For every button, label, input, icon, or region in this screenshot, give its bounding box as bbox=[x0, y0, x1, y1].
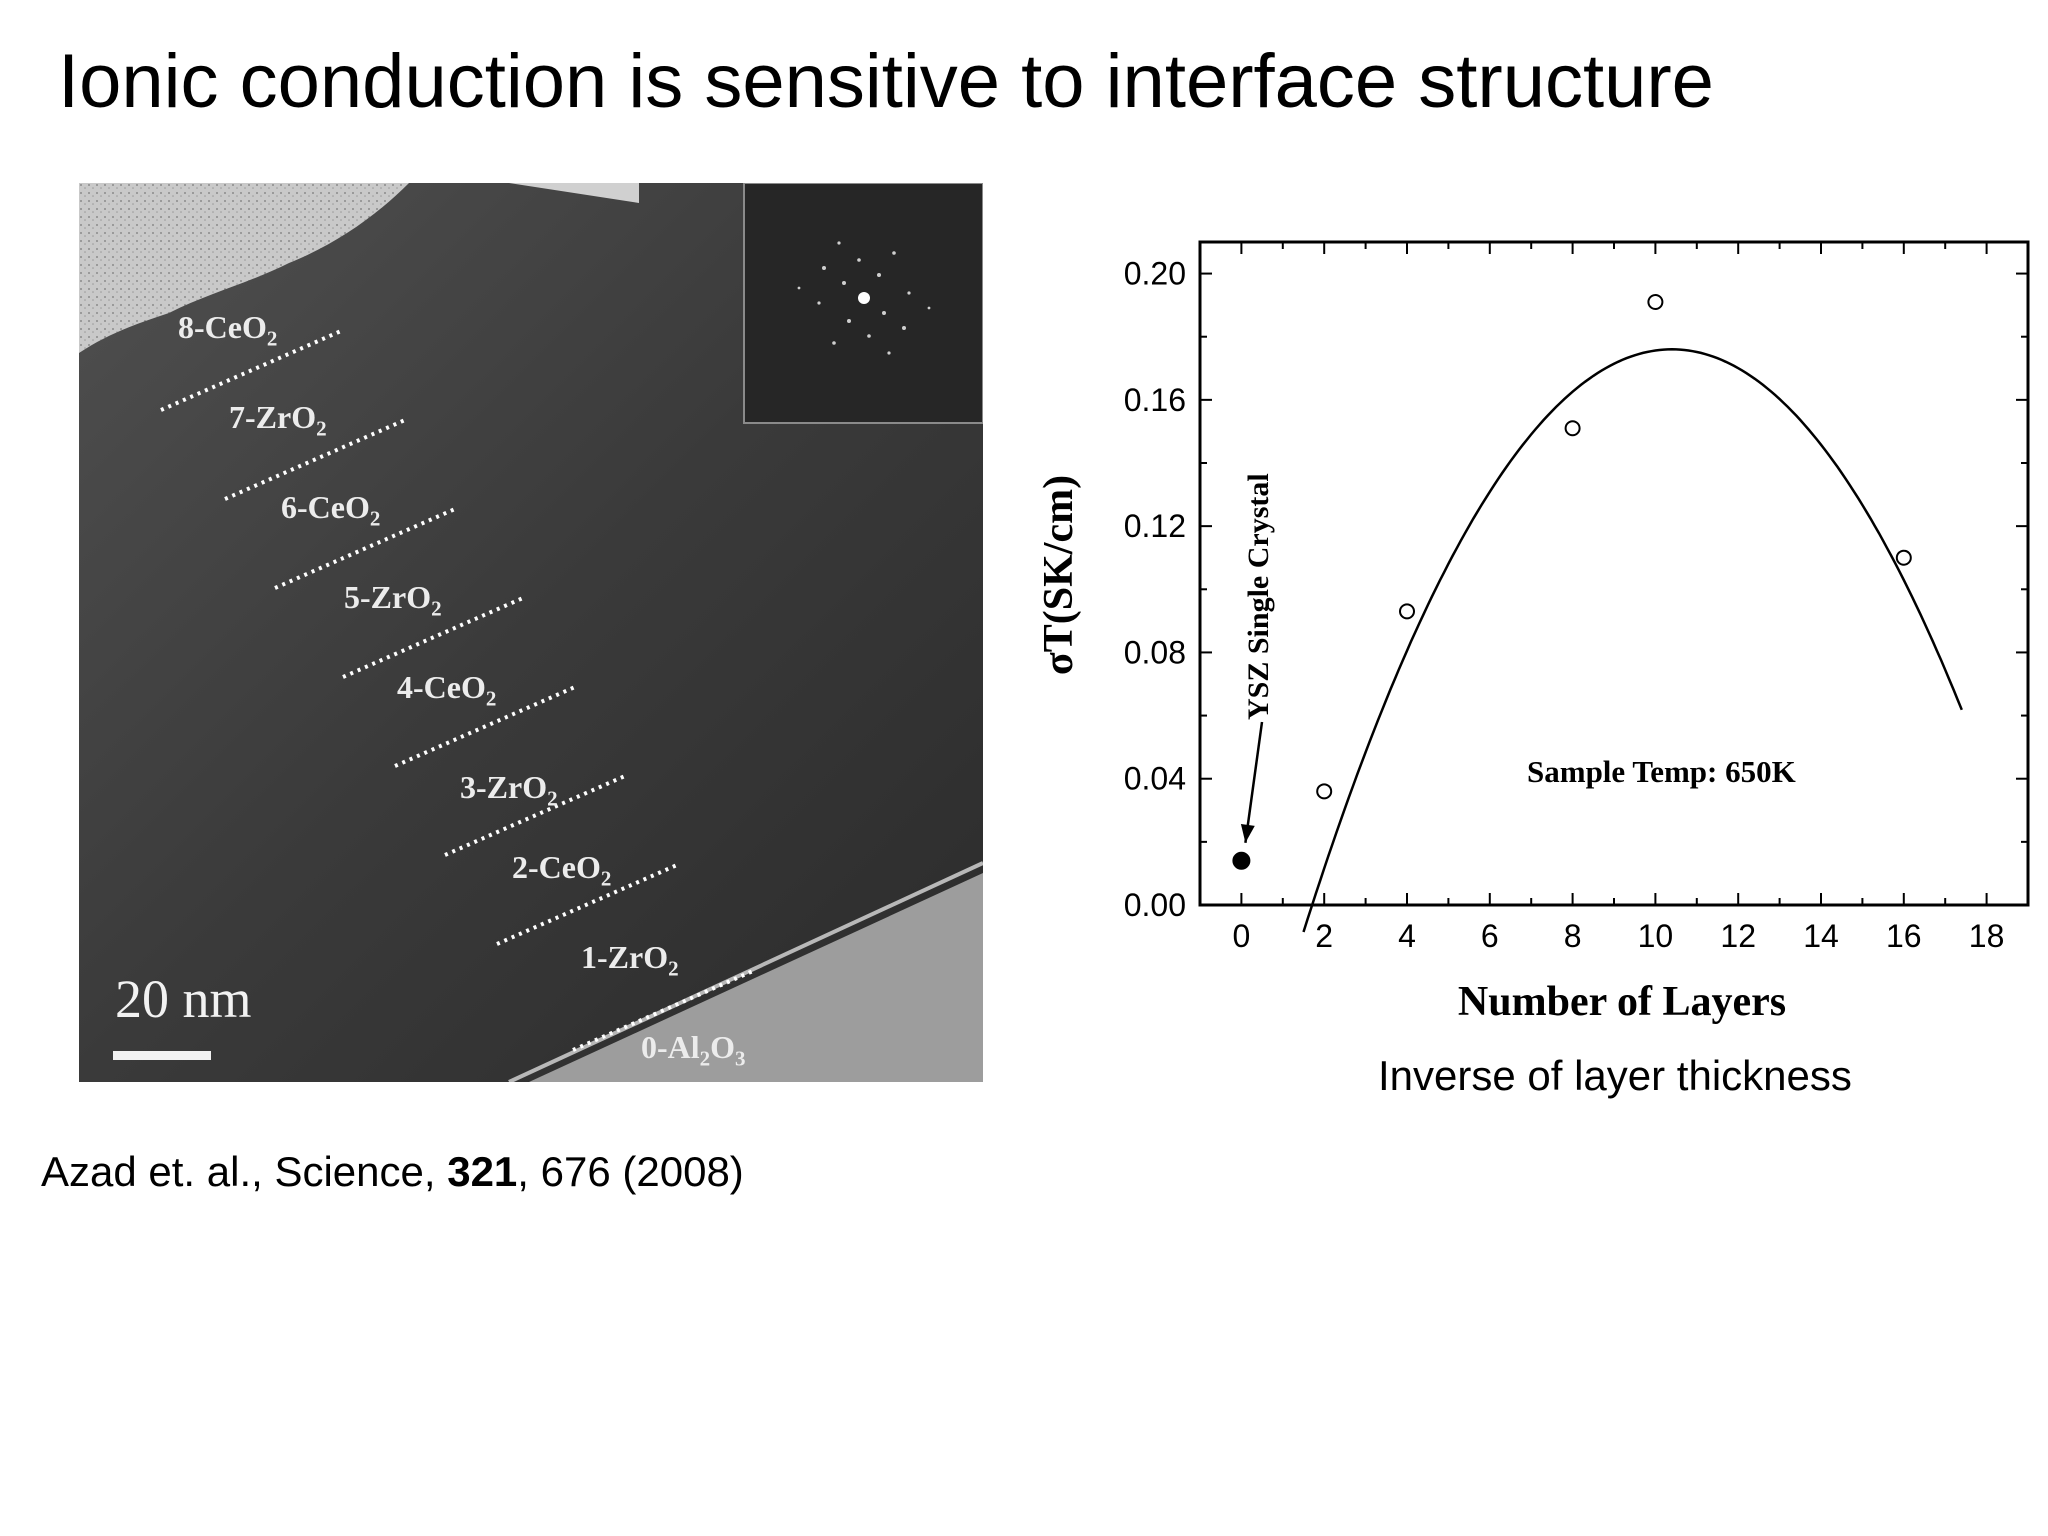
ysz-single-crystal-label: YSZ Single Crystal bbox=[1242, 473, 1275, 720]
x-tick-label: 18 bbox=[1969, 918, 2005, 954]
x-tick-label: 6 bbox=[1481, 918, 1499, 954]
x-tick-label: 0 bbox=[1233, 918, 1251, 954]
data-point bbox=[1895, 549, 1912, 566]
slide-title: Ionic conduction is sensitive to interfa… bbox=[58, 39, 1714, 124]
layer-label-5: 5-ZrO2 bbox=[344, 579, 442, 621]
tem-image-graphic bbox=[79, 183, 983, 1082]
y-tick-label: 0.12 bbox=[1124, 508, 1186, 544]
x-tick-label: 12 bbox=[1720, 918, 1756, 954]
y-tick-label: 0.20 bbox=[1124, 256, 1186, 292]
data-point bbox=[1647, 293, 1664, 310]
scale-bar-label: 20 nm bbox=[115, 969, 252, 1029]
layer-label-1: 1-ZrO2 bbox=[581, 939, 679, 981]
ysz-single-crystal-point bbox=[1232, 851, 1251, 870]
data-point bbox=[1399, 603, 1415, 620]
layer-label-6: 6-CeO2 bbox=[281, 489, 381, 531]
layer-label-8: 8-CeO2 bbox=[178, 309, 278, 351]
y-tick-label: 0.08 bbox=[1124, 634, 1186, 670]
citation-volume: 321 bbox=[447, 1148, 518, 1195]
x-axis-title: Number of Layers bbox=[1458, 979, 1786, 1025]
scale-bar bbox=[113, 1051, 211, 1060]
citation: Azad et. al., Science, 321, 676 (2008) bbox=[41, 1148, 744, 1195]
y-axis-title: σT(SK/cm) bbox=[1036, 475, 1082, 675]
x-tick-label: 14 bbox=[1803, 918, 1839, 954]
tem-micrograph: 8-CeO2 7-ZrO2 6-CeO2 5-ZrO2 4-CeO2 3-ZrO… bbox=[79, 183, 983, 1082]
plot-frame bbox=[1198, 240, 2030, 907]
data-points bbox=[1232, 293, 1912, 870]
annotation-arrowhead bbox=[1240, 824, 1255, 843]
fit-curve bbox=[1302, 348, 1963, 933]
layer-label-0: 0-Al2O3 bbox=[641, 1029, 746, 1071]
x-tick-label: 4 bbox=[1398, 918, 1416, 954]
x-tick-label: 2 bbox=[1315, 918, 1333, 954]
y-tick-label: 0.04 bbox=[1124, 761, 1186, 797]
y-axis-ticks: 0.00 0.04 0.08 0.12 0.16 0.20 bbox=[1124, 256, 2028, 923]
layer-label-2: 2-CeO2 bbox=[512, 849, 612, 891]
sample-temp-label: Sample Temp: 650K bbox=[1527, 754, 1796, 789]
x-axis-ticks: 0 2 4 6 8 10 12 14 16 18 bbox=[1199, 242, 2029, 954]
interface-dotted-lines bbox=[160, 329, 754, 1052]
conductivity-chart: 0 2 4 6 8 10 12 14 16 18 0.00 0.04 0.08 0.12 0.16 0.20… bbox=[1036, 240, 2030, 1025]
x-tick-label: 10 bbox=[1638, 918, 1674, 954]
x-tick-label: 8 bbox=[1564, 918, 1582, 954]
data-point bbox=[1316, 783, 1333, 800]
annotation-arrow bbox=[1244, 721, 1264, 843]
x-tick-label: 16 bbox=[1886, 918, 1922, 954]
layer-label-7: 7-ZrO2 bbox=[229, 399, 327, 441]
layer-label-4: 4-CeO2 bbox=[397, 669, 497, 711]
data-point bbox=[1564, 420, 1581, 437]
y-tick-label: 0.00 bbox=[1124, 887, 1186, 923]
inverse-thickness-caption: Inverse of layer thickness bbox=[1378, 1052, 1852, 1099]
y-tick-label: 0.16 bbox=[1124, 382, 1186, 418]
diffraction-spots bbox=[797, 241, 931, 355]
layer-label-3: 3-ZrO2 bbox=[460, 769, 558, 811]
